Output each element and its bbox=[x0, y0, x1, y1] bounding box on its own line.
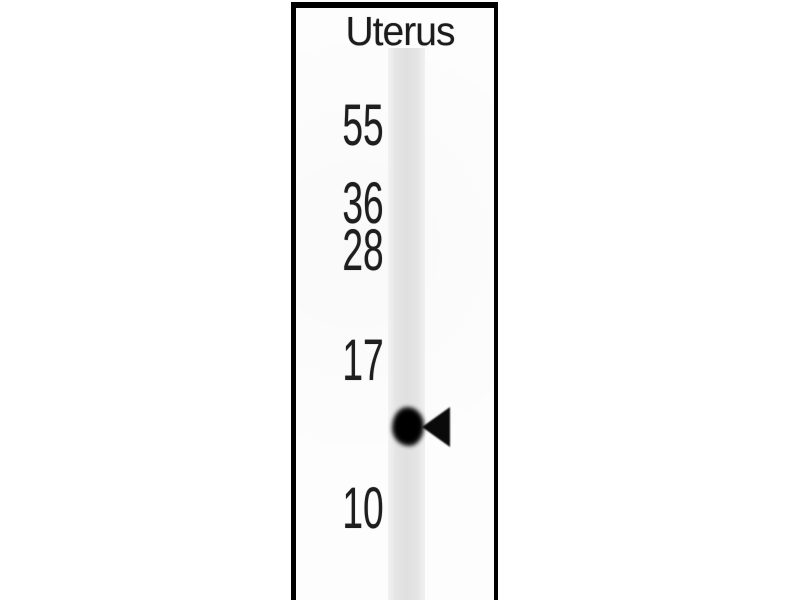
mw-marker-55: 55 bbox=[342, 93, 384, 158]
mw-marker-28: 28 bbox=[342, 218, 384, 283]
mw-marker-36: 36 bbox=[342, 171, 384, 236]
protein-band bbox=[392, 407, 424, 446]
mw-marker-10: 10 bbox=[342, 476, 384, 541]
mw-marker-17: 17 bbox=[342, 328, 384, 393]
gel-lane bbox=[388, 48, 425, 600]
sample-label: Uterus bbox=[345, 8, 455, 54]
left-arrowhead-icon bbox=[422, 407, 450, 447]
